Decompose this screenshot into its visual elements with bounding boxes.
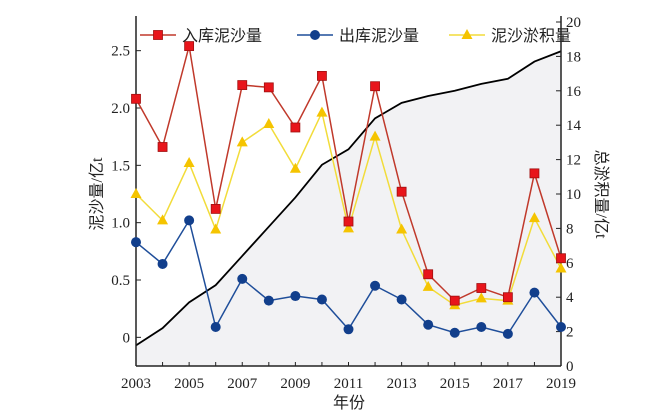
- data-point-circle: [476, 322, 487, 333]
- y2-tick-label: 10: [566, 187, 581, 203]
- series-layer: [130, 41, 567, 339]
- data-point-square: [131, 93, 141, 104]
- data-point-circle: [290, 291, 301, 302]
- cumulative-area-fill: [136, 51, 561, 367]
- data-point-triangle: [236, 136, 248, 147]
- data-point-triangle: [528, 212, 540, 223]
- x-tick-label: 2009: [280, 376, 310, 392]
- x-tick-label: 2005: [174, 376, 204, 392]
- x-tick-label: 2015: [440, 376, 470, 392]
- legend: 入库泥沙量 出库泥沙量 泥沙淤积量: [140, 27, 571, 45]
- data-point-circle: [131, 237, 141, 248]
- y2-tick-label: 0: [566, 359, 574, 375]
- data-point-square: [529, 168, 540, 179]
- y-tick-label: 2.5: [111, 44, 130, 60]
- data-point-square: [502, 292, 513, 303]
- x-tick-label: 2003: [121, 376, 151, 392]
- legend-label: 入库泥沙量: [182, 27, 262, 45]
- y2-tick-label: 18: [566, 49, 581, 65]
- data-point-triangle: [396, 223, 408, 234]
- data-point-circle: [263, 295, 274, 306]
- y-tick-label: 2.0: [111, 101, 130, 117]
- y2-tick-label: 20: [566, 15, 581, 31]
- legend-marker-triangle: [461, 29, 473, 39]
- x-axis-label: 年份: [333, 394, 365, 412]
- data-point-square: [237, 80, 248, 90]
- data-point-circle: [210, 322, 221, 333]
- cumulative-area-layer: [135, 50, 562, 367]
- data-point-triangle: [555, 262, 567, 273]
- x-tick-label: 2011: [334, 376, 363, 392]
- data-point-circle: [316, 294, 327, 305]
- data-point-square: [184, 41, 195, 51]
- data-point-circle: [423, 319, 434, 330]
- data-point-square: [476, 283, 487, 293]
- data-point-square: [396, 186, 407, 197]
- data-point-square: [210, 204, 221, 214]
- data-point-square: [343, 216, 354, 227]
- data-point-circle: [184, 215, 195, 226]
- data-point-triangle: [422, 280, 434, 291]
- data-point-triangle: [130, 188, 142, 198]
- data-point-triangle: [343, 222, 354, 233]
- data-point-circle: [370, 280, 381, 291]
- data-point-circle: [502, 328, 513, 339]
- data-point-circle: [237, 273, 248, 284]
- x-tick-label: 2017: [493, 376, 524, 392]
- data-point-circle: [157, 258, 168, 269]
- y2-tick-label: 8: [566, 221, 574, 237]
- data-point-triangle: [210, 223, 222, 234]
- data-point-square: [370, 81, 380, 92]
- x-tick-label: 2019: [546, 376, 576, 392]
- y2-tick-label: 16: [566, 84, 582, 100]
- y2-tick-label: 4: [566, 290, 574, 306]
- y-tick-label: 1.0: [111, 216, 130, 232]
- data-point-circle: [529, 287, 540, 298]
- data-point-triangle: [289, 162, 301, 173]
- y2-tick-label: 2: [566, 325, 574, 341]
- data-point-triangle: [183, 157, 195, 168]
- data-point-triangle: [316, 106, 328, 117]
- y2-axis-label: 总淤积量/亿t: [592, 150, 610, 239]
- legend-label: 出库泥沙量: [339, 27, 419, 45]
- data-point-circle: [343, 324, 354, 335]
- data-point-square: [556, 253, 566, 264]
- data-point-triangle: [157, 214, 169, 225]
- y-axis-label: 泥沙量/亿t: [88, 157, 106, 230]
- data-point-square: [449, 295, 460, 306]
- y-tick-label: 0: [123, 330, 131, 346]
- data-point-triangle: [475, 292, 487, 303]
- y-tick-label: 0.5: [111, 273, 130, 289]
- legend-marker-circle: [310, 30, 320, 40]
- legend-marker-square: [153, 30, 163, 40]
- x-tick-label: 2007: [227, 376, 258, 392]
- data-point-triangle: [263, 118, 275, 129]
- data-point-circle: [556, 322, 566, 333]
- data-point-square: [157, 142, 168, 152]
- x-tick-label: 2013: [387, 376, 417, 392]
- y2-tick-label: 6: [566, 256, 574, 272]
- data-point-circle: [449, 327, 460, 338]
- legend-label: 泥沙淤积量: [491, 27, 571, 45]
- y2-tick-label: 12: [566, 153, 581, 169]
- data-point-triangle: [369, 130, 381, 141]
- y2-tick-label: 14: [566, 118, 582, 134]
- data-point-square: [290, 122, 301, 133]
- data-point-square: [317, 70, 327, 81]
- data-point-square: [263, 82, 274, 93]
- data-point-square: [423, 269, 434, 280]
- data-point-circle: [396, 294, 407, 305]
- y-tick-label: 1.5: [111, 158, 130, 174]
